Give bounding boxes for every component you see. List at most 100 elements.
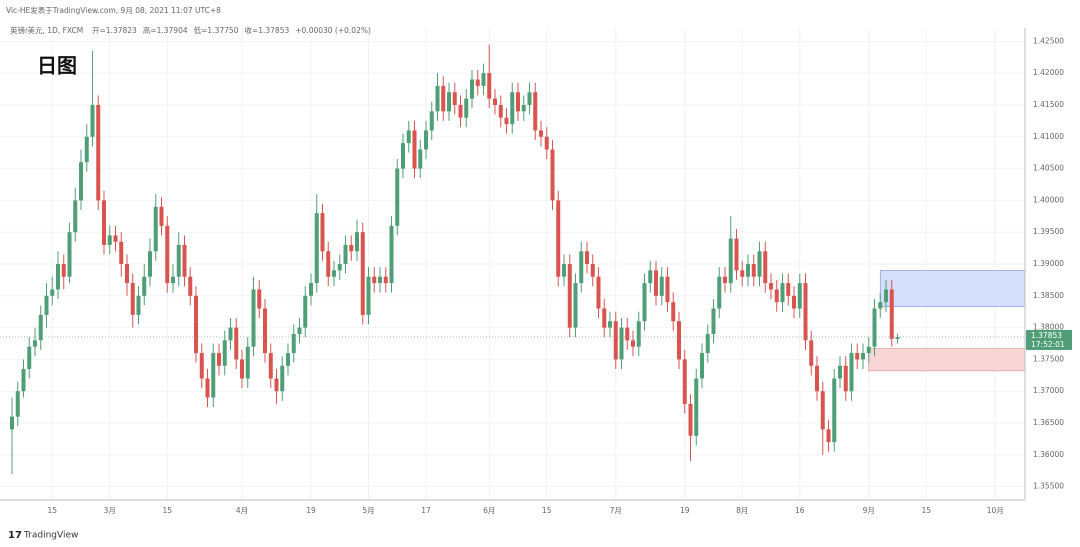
candle: [79, 149, 83, 210]
candle: [61, 254, 66, 290]
candle-body: [337, 264, 342, 271]
candle-body: [734, 238, 739, 271]
candle: [671, 292, 676, 331]
candle-body: [435, 85, 440, 112]
candle: [412, 120, 417, 179]
candle: [723, 267, 727, 293]
candle: [527, 82, 532, 115]
candle: [429, 101, 434, 140]
candle: [228, 318, 233, 350]
x-tick-label: 7月: [610, 506, 622, 515]
candle-body: [510, 92, 515, 125]
candle: [240, 349, 244, 389]
candle-body: [521, 104, 526, 112]
candle-body: [838, 365, 842, 379]
candle-body: [711, 308, 716, 334]
candle-body: [136, 295, 141, 315]
logo: 17 TradingView: [8, 530, 78, 541]
candle-body: [222, 340, 227, 366]
candle: [832, 368, 837, 452]
candle: [544, 127, 549, 160]
candle: [33, 327, 37, 357]
candle: [516, 82, 520, 121]
x-tick-label: 15: [47, 506, 57, 515]
candle-body: [429, 111, 434, 131]
candle-body: [642, 283, 647, 322]
y-tick-label: 1.37500: [1033, 354, 1064, 363]
candle-body: [366, 276, 371, 315]
candle: [84, 124, 89, 172]
candle-body: [654, 270, 658, 296]
candle-body: [343, 244, 348, 264]
stat: +0.00030 (+0.02%): [295, 26, 371, 35]
stat: 低=1.37750: [194, 25, 239, 35]
candle: [176, 232, 181, 287]
candle: [50, 276, 55, 306]
candle-body: [107, 235, 112, 245]
candle: [96, 95, 101, 210]
candle: [585, 241, 589, 274]
candle: [188, 267, 193, 306]
candle: [815, 356, 819, 401]
candle-body: [297, 327, 302, 334]
candle: [378, 267, 382, 293]
candle-body: [291, 333, 296, 354]
candle-body: [613, 321, 618, 360]
candle: [205, 368, 210, 408]
x-tick-label: 5月: [362, 506, 374, 515]
candle: [435, 73, 440, 121]
candle-body: [866, 346, 871, 354]
candle-body: [372, 276, 377, 284]
candle-body: [119, 241, 124, 264]
candle: [866, 337, 871, 363]
candle: [786, 273, 791, 306]
candle-body: [56, 264, 60, 290]
candle: [303, 286, 308, 338]
candle-body: [636, 321, 641, 347]
candle-body: [688, 403, 693, 436]
candle-body: [38, 314, 43, 341]
candle: [199, 343, 204, 389]
candle: [257, 279, 262, 319]
candle-body: [573, 283, 578, 328]
candle-body: [774, 289, 779, 303]
candle: [797, 273, 802, 319]
candle: [211, 343, 216, 408]
grid: [0, 28, 1025, 500]
candle: [539, 120, 543, 147]
x-tick-label: 17: [421, 506, 431, 515]
candle: [849, 343, 854, 401]
candle-body: [458, 104, 463, 118]
candle-body: [820, 391, 825, 430]
y-tick-label: 1.36000: [1033, 450, 1064, 459]
candle-body: [349, 244, 354, 252]
candle-body: [803, 283, 808, 341]
candle-body: [176, 244, 181, 277]
candle-body: [665, 276, 670, 303]
last-price-label: 1.37853: [1031, 331, 1062, 340]
candle-body: [27, 346, 32, 369]
candle-body: [786, 283, 791, 296]
candle: [487, 44, 492, 109]
candle-body: [447, 92, 451, 112]
candle-body: [205, 378, 210, 398]
x-tick-label: 8月: [736, 506, 748, 515]
stat: 收=1.37853: [244, 25, 289, 35]
candle: [125, 254, 129, 296]
candle-body: [171, 276, 175, 284]
candle: [728, 216, 733, 293]
legend-row: 英镑/美元, 1D, FXCM 开=1.37823 高=1.37904 低=1.37…: [10, 25, 371, 35]
candle-body: [73, 200, 78, 233]
candle-body: [475, 79, 480, 86]
candle: [682, 349, 687, 414]
candle-body: [815, 365, 819, 392]
x-tick-label: 16: [795, 506, 805, 515]
candle: [27, 337, 32, 379]
candle: [878, 292, 883, 319]
candle-body: [797, 283, 802, 309]
candle-body: [90, 104, 95, 137]
candle-body: [884, 289, 888, 303]
candle-body: [228, 327, 233, 341]
candle: [217, 343, 221, 376]
